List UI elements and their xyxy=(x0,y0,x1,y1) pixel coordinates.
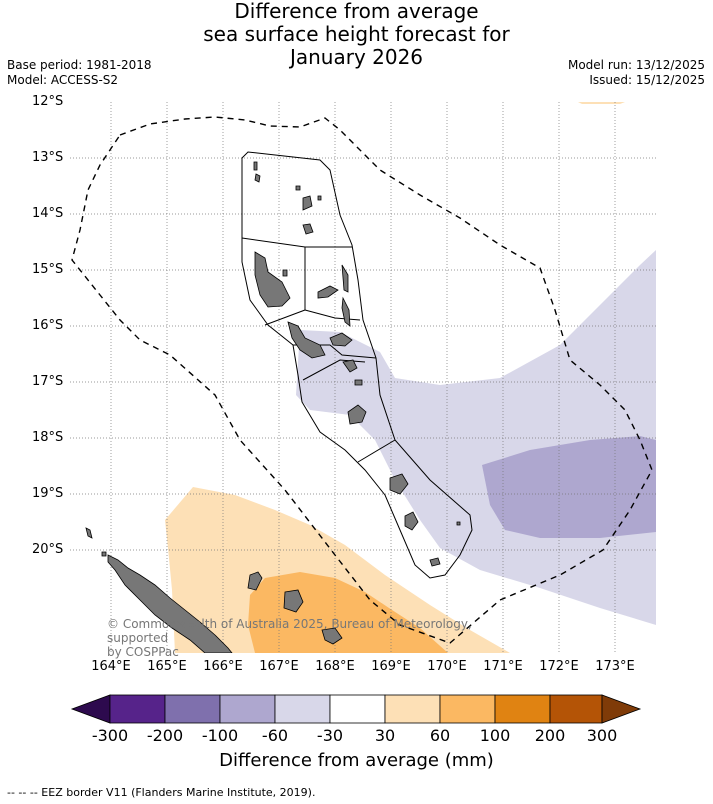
lon-label-171e: 171°E xyxy=(483,659,523,674)
title-line-3: January 2026 xyxy=(289,45,424,69)
island-ambrym xyxy=(329,332,353,347)
colorbar-segment-7 xyxy=(439,694,496,724)
colorbar-tick-label: -100 xyxy=(201,726,239,745)
colorbar-segment-5 xyxy=(329,694,386,724)
lat-label-15s: 15°S xyxy=(32,262,64,277)
colorbar-segment-1 xyxy=(109,694,166,724)
island-pentecost xyxy=(341,296,351,327)
island-torres-2 xyxy=(254,173,261,183)
colorbar-tick-label: 300 xyxy=(586,726,618,745)
island-mare xyxy=(321,627,343,645)
island-epi xyxy=(342,359,358,373)
info-right: Model run: 13/12/2025 Issued: 15/12/2025 xyxy=(568,58,705,88)
island-aneityum xyxy=(429,557,441,567)
island-malekula xyxy=(287,321,326,359)
island-small-2 xyxy=(317,195,322,201)
copyright-credit: © Commonwealth of Australia 2025, Bureau… xyxy=(107,617,527,659)
lon-label-166e: 166°E xyxy=(203,659,243,674)
colorbar-segment-6 xyxy=(384,694,441,724)
lat-label-12s: 12°S xyxy=(32,94,64,109)
lon-label-168e: 168°E xyxy=(315,659,355,674)
credit-line-1: © Commonwealth of Australia 2025, Bureau… xyxy=(107,617,472,645)
island-erromango xyxy=(389,473,409,495)
eez-border xyxy=(71,116,653,644)
island-efate xyxy=(347,404,367,425)
colorbar-tick-label: -30 xyxy=(316,726,344,745)
anomaly-positive-north xyxy=(578,102,625,104)
lon-label-167e: 167°E xyxy=(259,659,299,674)
lat-label-16s: 16°S xyxy=(32,318,64,333)
map-area xyxy=(70,102,656,653)
lat-label-14s: 14°S xyxy=(32,206,64,221)
colorbar-over xyxy=(601,694,642,724)
island-small-1 xyxy=(295,185,301,191)
island-small-6 xyxy=(101,551,107,557)
colorbar-segment-2 xyxy=(164,694,221,724)
colorbar-under xyxy=(70,694,111,724)
island-torres xyxy=(253,161,258,171)
island-lifou xyxy=(283,589,304,613)
model-run: Model run: 13/12/2025 xyxy=(567,58,705,72)
island-belep xyxy=(85,527,93,539)
islands xyxy=(85,161,461,653)
anomaly-negative-60-100 xyxy=(482,436,656,538)
title-line-1: Difference from average xyxy=(234,0,479,23)
island-gaua xyxy=(302,195,313,211)
colorbar-tick-label: 60 xyxy=(429,726,451,745)
lat-label-13s: 13°S xyxy=(32,150,64,165)
colorbar xyxy=(70,694,642,724)
island-ambae xyxy=(317,285,339,299)
colorbar-tick-label: -200 xyxy=(146,726,184,745)
colorbar-segment-4 xyxy=(274,694,331,724)
base-period: Base period: 1981-2018 xyxy=(7,58,152,72)
island-ouvea xyxy=(247,571,263,591)
lon-label-169e: 169°E xyxy=(371,659,411,674)
chart-title: Difference from average sea surface heig… xyxy=(0,0,713,69)
island-maewo xyxy=(341,264,349,293)
island-small-5 xyxy=(456,521,461,526)
colorbar-tick-label: 200 xyxy=(534,726,566,745)
colorbar-tick-label: 30 xyxy=(374,726,396,745)
eez-legend: -- -- -- EEZ border V11 (Flanders Marine… xyxy=(7,786,316,799)
lon-label-170e: 170°E xyxy=(427,659,467,674)
colorbar-tick-label: -300 xyxy=(91,726,129,745)
island-small-4 xyxy=(354,379,363,386)
lon-label-172e: 172°E xyxy=(539,659,579,674)
colorbar-segment-9 xyxy=(549,694,603,724)
island-tanna xyxy=(404,511,419,531)
lat-label-18s: 18°S xyxy=(32,430,64,445)
colorbar-title: Difference from average (mm) xyxy=(219,750,494,771)
island-vanua-lava xyxy=(302,223,314,235)
credit-line-2: by COSPPac xyxy=(107,645,179,659)
title-line-2: sea surface height forecast for xyxy=(203,22,510,46)
island-new-caledonia xyxy=(107,554,233,653)
colorbar-tick-label: -60 xyxy=(261,726,289,745)
lat-label-20s: 20°S xyxy=(32,542,64,557)
colorbar-segment-3 xyxy=(219,694,276,724)
lat-label-19s: 19°S xyxy=(32,486,64,501)
issued-date: Issued: 15/12/2025 xyxy=(589,73,705,87)
lon-label-173e: 173°E xyxy=(595,659,635,674)
colorbar-segment-8 xyxy=(494,694,551,724)
colorbar-tick-label: 100 xyxy=(479,726,511,745)
island-small-3 xyxy=(282,269,288,277)
lon-label-164e: 164°E xyxy=(91,659,131,674)
lat-label-17s: 17°S xyxy=(32,374,64,389)
info-left: Base period: 1981-2018 Model: ACCESS-S2 xyxy=(7,58,152,88)
model-name: Model: ACCESS-S2 xyxy=(7,73,119,87)
lon-label-165e: 165°E xyxy=(147,659,187,674)
island-espiritu-santo xyxy=(254,251,291,308)
